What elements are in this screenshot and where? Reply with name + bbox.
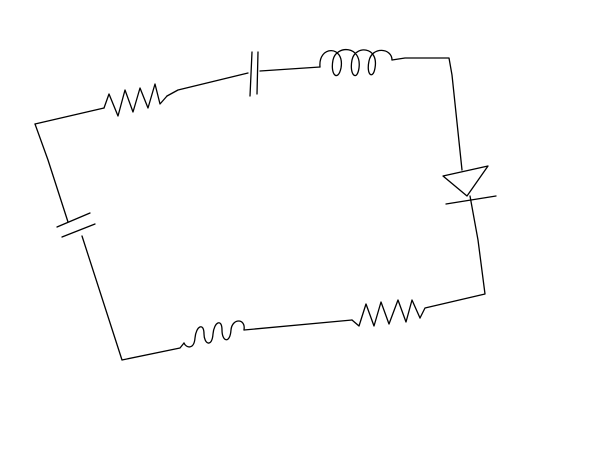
capacitor-plate bbox=[249, 51, 253, 97]
wire bbox=[81, 235, 185, 361]
circuit-wires bbox=[34, 57, 486, 361]
capacitor-symbol bbox=[56, 212, 96, 238]
wire bbox=[243, 319, 353, 331]
wire bbox=[259, 66, 321, 72]
wire bbox=[391, 57, 463, 171]
resistor-symbol bbox=[351, 299, 421, 327]
capacitor-plate bbox=[56, 212, 91, 228]
capacitor-plate bbox=[61, 223, 96, 238]
wire bbox=[34, 123, 69, 223]
diode-bar bbox=[445, 195, 497, 205]
diode-symbol bbox=[442, 165, 497, 205]
wire bbox=[419, 195, 486, 319]
inductor-symbol bbox=[183, 320, 245, 348]
capacitor-plate bbox=[256, 51, 259, 95]
resistor-symbol bbox=[103, 83, 168, 117]
wire bbox=[166, 72, 249, 97]
wire bbox=[34, 107, 105, 125]
capacitor-symbol bbox=[249, 51, 259, 97]
diode-triangle bbox=[442, 165, 489, 197]
inductor-symbol bbox=[319, 48, 393, 77]
